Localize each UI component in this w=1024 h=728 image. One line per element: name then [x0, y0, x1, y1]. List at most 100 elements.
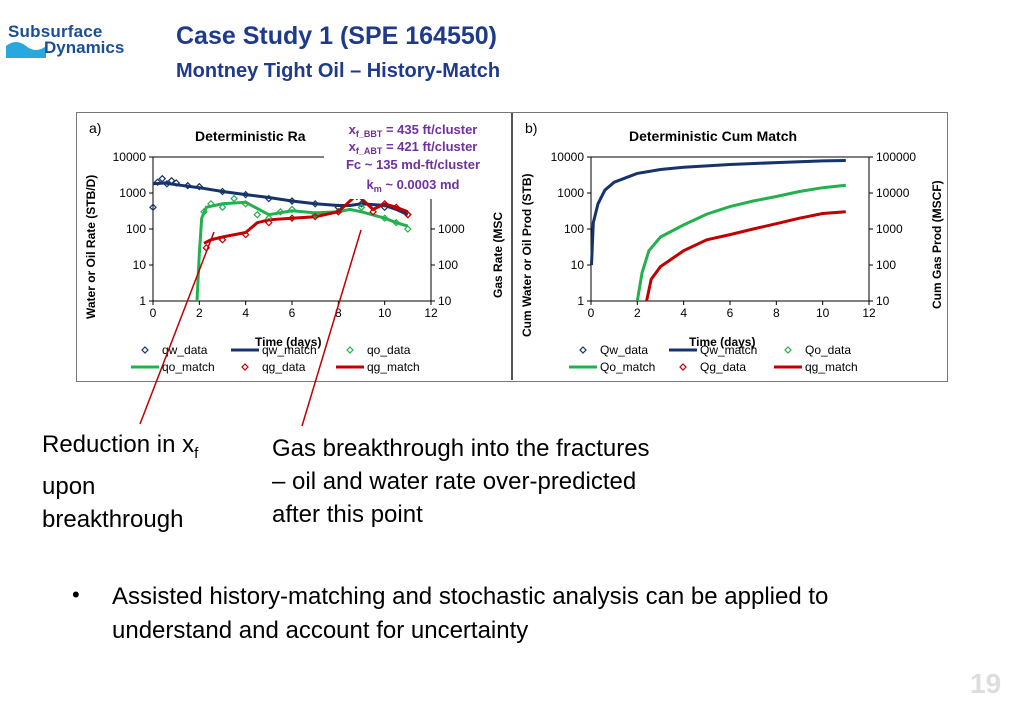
point-qo_data: [253, 210, 262, 219]
y2-tick-label: 100000: [876, 150, 916, 164]
x-tick-label: 4: [242, 306, 249, 320]
point-qo_data: [264, 214, 273, 223]
point-qo_data: [380, 214, 389, 223]
chart-a-legend: qw_data qw_match qo_data qo_match qg_data qg_…: [131, 343, 420, 374]
y2-tick-label: 10000: [876, 186, 910, 200]
point-qw_data: [153, 178, 162, 187]
x-tick-label: 0: [150, 306, 157, 320]
callout-gas-line2: – oil and water rate over-predicted: [272, 468, 637, 495]
legend-label-qg_match: qg_match: [805, 360, 858, 374]
point-qg_data: [380, 199, 389, 208]
callout-reduction-line3: breakthrough: [42, 505, 184, 533]
slide-title: Case Study 1 (SPE 164550): [176, 22, 497, 50]
point-qo_data: [357, 203, 366, 212]
callout-reduction-line1: Reduction in x: [42, 431, 195, 458]
legend-swatch-Qw_data: [579, 346, 587, 354]
y2-tick-label: 10: [876, 294, 890, 308]
point-qo_data: [241, 199, 250, 208]
logo-line2: Dynamics: [44, 38, 125, 57]
series-qg_match: [645, 210, 846, 302]
point-qg_data: [369, 207, 377, 216]
chart-b-xlabel: Time (days): [689, 335, 755, 349]
y2-tick-label: 100: [876, 258, 896, 272]
y-tick-label: 10000: [551, 150, 585, 164]
callout-gas-line1: Gas breakthrough into the fractures: [272, 435, 650, 462]
y-tick-label: 1000: [557, 186, 584, 200]
point-qo_data: [218, 203, 227, 212]
y2-tick-label: 100: [438, 258, 458, 272]
legend-label-Qg_data: Qg_data: [700, 360, 746, 374]
chart-b-ylabel: Cum Water or Oil Prod (STB): [520, 173, 534, 337]
x-tick-label: 2: [634, 306, 641, 320]
arrow-reduction: [139, 231, 215, 425]
chart-a-xlabel: Time (days): [255, 335, 321, 349]
chart-b-title: Deterministic Cum Match: [629, 128, 797, 144]
x-tick-label: 10: [378, 306, 392, 320]
x-tick-label: 12: [862, 306, 876, 320]
chart-a-annotation-line: xf_BBT = 435 ft/cluster: [349, 122, 478, 139]
y-tick-label: 1: [577, 294, 584, 308]
y-tick-label: 100: [564, 222, 584, 236]
legend-label-qg_match: qg_match: [367, 360, 420, 374]
y2-tick-label: 1000: [438, 222, 465, 236]
point-qo_data: [403, 225, 412, 233]
point-qw_data: [241, 190, 250, 199]
chart-b-axes: 0 2 4 6 8 10 121101001000100001010010001000010…: [551, 150, 917, 320]
x-tick-label: 8: [335, 306, 342, 320]
point-qw_data: [218, 187, 227, 196]
legend-label-Qw_data: Qw_data: [600, 343, 648, 357]
legend-label-qw_data: qw_data: [162, 343, 208, 357]
point-qo_data: [392, 218, 401, 227]
legend-label-Qw_match: Qw_match: [700, 343, 757, 357]
point-qw_data: [183, 181, 192, 190]
bullet-marker: •: [72, 582, 80, 607]
x-tick-label: 0: [588, 306, 595, 320]
point-qg_data: [392, 203, 401, 212]
point-qo_data: [200, 207, 208, 216]
chart-a-title: Deterministic Ra: [195, 128, 306, 144]
y-tick-label: 10000: [113, 150, 147, 164]
chart-a-rate-match: a) Deterministic Ra Water or Oil Rate (S…: [84, 117, 505, 374]
point-qw_data: [167, 176, 176, 185]
x-tick-label: 10: [816, 306, 830, 320]
x-tick-label: 8: [773, 306, 780, 320]
logo-wave-icon: [6, 42, 46, 58]
point-qw_data: [172, 179, 181, 187]
point-qo_data: [230, 194, 238, 203]
y-tick-label: 10: [571, 258, 585, 272]
point-qw_data: [334, 203, 343, 212]
legend-label-Qo_data: Qo_data: [805, 343, 851, 357]
point-qo_data: [288, 205, 296, 214]
legend-swatch-qw_data: [141, 346, 149, 354]
callout-gas-line3: after this point: [272, 501, 423, 528]
callout-reduction-line2: upon: [42, 472, 96, 500]
y-tick-label: 1000: [119, 186, 146, 200]
y-tick-label: 100: [126, 222, 146, 236]
chart-a-annotation-line: xf_ABT = 421 ft/cluster: [349, 139, 478, 156]
point-qw_data: [380, 203, 389, 212]
y2-tick-label: 10: [438, 294, 452, 308]
legend-swatch-Qg_data: [679, 363, 687, 371]
series-Qw_match: [590, 159, 846, 266]
point-qo_data: [311, 210, 320, 219]
legend-swatch-Qo_data: [784, 346, 792, 354]
x-tick-label: 6: [727, 306, 734, 320]
point-qw_data: [288, 197, 296, 205]
bullet-text: Assisted history-matching and stochastic…: [112, 583, 829, 644]
chart-b-legend: Qw_data Qw_match Qo_data Qo_match Qg_data qg_…: [569, 343, 858, 374]
point-qg_data: [334, 207, 343, 216]
chart-b-panel-label: b): [525, 120, 537, 136]
point-qw_data: [195, 182, 204, 191]
point-qg_data: [241, 230, 250, 239]
x-tick-label: 12: [424, 306, 438, 320]
point-qw_data: [158, 174, 167, 183]
chart-a-annotation-line: Fc ~ 135 md-ft/cluster: [346, 157, 480, 172]
point-qo_data: [207, 199, 215, 208]
point-qg_data: [311, 212, 320, 221]
chart-a-annotation-bg: [324, 117, 502, 199]
legend-label-qo_match: qo_match: [162, 360, 215, 374]
arrow-gas-breakthrough: [301, 229, 362, 427]
